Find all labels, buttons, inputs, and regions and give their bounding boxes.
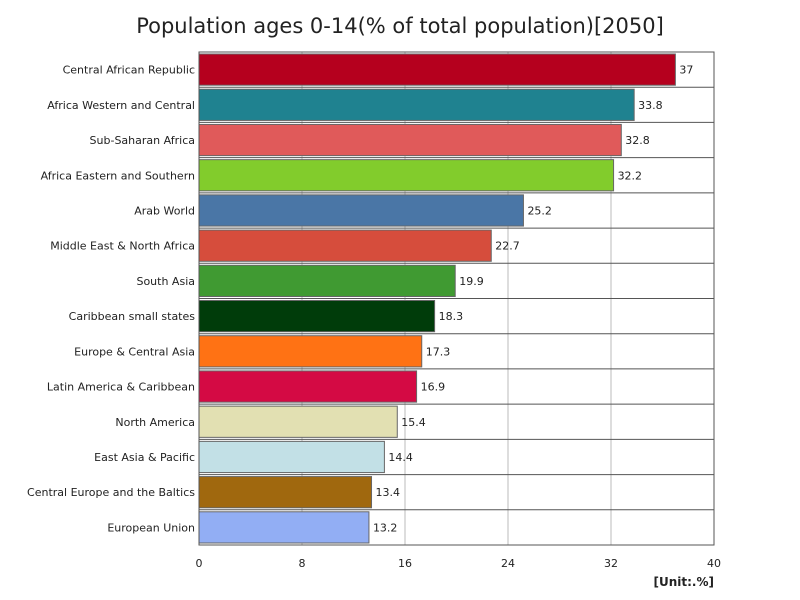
value-label: 15.4 bbox=[401, 416, 426, 429]
category-label: East Asia & Pacific bbox=[94, 451, 195, 464]
bar bbox=[198, 264, 456, 297]
x-tick-label: 40 bbox=[707, 557, 721, 570]
x-tick-label: 0 bbox=[196, 557, 203, 570]
bar bbox=[198, 53, 676, 86]
chart-title: Population ages 0-14(% of total populati… bbox=[136, 14, 664, 38]
bar bbox=[198, 229, 492, 262]
value-label: 16.9 bbox=[421, 381, 446, 394]
category-label: South Asia bbox=[136, 275, 195, 288]
category-label: Sub-Saharan Africa bbox=[90, 134, 195, 147]
value-label: 33.8 bbox=[638, 99, 663, 112]
x-tick-label: 24 bbox=[501, 557, 515, 570]
category-label: North America bbox=[115, 416, 195, 429]
bar bbox=[198, 511, 370, 544]
value-label: 25.2 bbox=[527, 204, 552, 217]
category-label: Europe & Central Asia bbox=[74, 345, 195, 358]
category-label: Latin America & Caribbean bbox=[47, 381, 195, 394]
category-label: Arab World bbox=[134, 204, 195, 217]
bar bbox=[198, 405, 398, 438]
bar bbox=[198, 440, 385, 474]
plot-frame bbox=[198, 51, 715, 546]
bar bbox=[198, 300, 436, 333]
category-label: European Union bbox=[107, 521, 195, 534]
bar bbox=[198, 335, 423, 368]
bars bbox=[198, 53, 676, 544]
value-label: 18.3 bbox=[439, 310, 464, 323]
x-axis-ticks: 0 8 16 24 32 40 bbox=[196, 557, 722, 570]
value-label: 13.4 bbox=[376, 486, 401, 499]
x-tick-label: 16 bbox=[398, 557, 412, 570]
value-label: 14.4 bbox=[388, 451, 413, 464]
value-label: 22.7 bbox=[495, 240, 520, 253]
category-label: Africa Western and Central bbox=[47, 99, 195, 112]
unit-label: [Unit:.%] bbox=[653, 575, 715, 589]
x-tick-label: 8 bbox=[299, 557, 306, 570]
value-label: 32.2 bbox=[618, 169, 643, 182]
bar bbox=[198, 476, 373, 509]
bar bbox=[198, 159, 615, 192]
bar bbox=[198, 88, 635, 121]
bar bbox=[198, 194, 524, 227]
category-label: Caribbean small states bbox=[69, 310, 196, 323]
value-labels: 37 33.8 32.8 32.2 25.2 22.7 19.9 18.3 17.3 16.9 15… bbox=[373, 64, 693, 535]
category-labels: Central African Republic Africa Western a… bbox=[27, 64, 195, 535]
x-tick-label: 32 bbox=[604, 557, 618, 570]
value-label: 37 bbox=[679, 64, 693, 77]
category-label: Africa Eastern and Southern bbox=[41, 169, 195, 182]
value-label: 32.8 bbox=[625, 134, 650, 147]
value-label: 13.2 bbox=[373, 521, 398, 534]
value-label: 19.9 bbox=[459, 275, 484, 288]
category-label: Central Europe and the Baltics bbox=[27, 486, 195, 499]
value-label: 17.3 bbox=[426, 345, 451, 358]
bar bbox=[198, 370, 418, 403]
category-label: Central African Republic bbox=[63, 64, 195, 77]
bar bbox=[198, 123, 622, 157]
category-label: Middle East & North Africa bbox=[50, 240, 195, 253]
